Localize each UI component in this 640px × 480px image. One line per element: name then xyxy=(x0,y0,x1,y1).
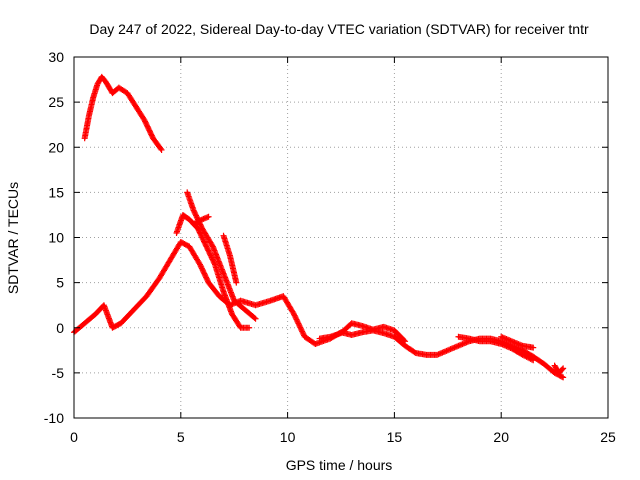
ticks: 0 5 10 15 20 25 -10 -5 0 5 10 15 20 25 30 xyxy=(44,49,616,445)
y-tick-label: 10 xyxy=(48,230,64,246)
grid xyxy=(74,57,608,418)
y-tick-label: 20 xyxy=(48,139,64,155)
data-point-arc-a xyxy=(293,316,300,323)
data-point-arc-f xyxy=(402,338,409,345)
chart-title: Day 247 of 2022, Sidereal Day-to-day VTE… xyxy=(89,21,589,37)
x-tick-label: 15 xyxy=(387,429,403,445)
data-point-arc-a xyxy=(294,319,301,326)
y-tick-label: 0 xyxy=(56,320,64,336)
x-tick-label: 10 xyxy=(280,429,296,445)
data-point-arc-g xyxy=(522,353,529,360)
data-point-arc-a xyxy=(292,315,299,322)
data-point-arc-a xyxy=(295,320,302,327)
data-point-arc-a xyxy=(296,321,303,328)
data-point-arc-g xyxy=(524,354,531,361)
data-point-arc-c xyxy=(251,314,258,321)
data-point-arc-a xyxy=(300,331,307,338)
data-point-arc-a xyxy=(294,317,301,324)
data-point-arc-a xyxy=(291,311,298,318)
data-point-arc-a xyxy=(560,374,567,381)
data-point-arc-a xyxy=(297,324,304,331)
data-point-arc-b xyxy=(246,324,253,331)
y-tick-label: -5 xyxy=(52,365,65,381)
x-tick-label: 0 xyxy=(70,429,78,445)
y-tick-label: -10 xyxy=(44,410,64,426)
y-tick-label: 15 xyxy=(48,184,64,200)
data-point-arc-d xyxy=(205,213,212,220)
y-tick-label: 30 xyxy=(48,49,64,65)
data-point-arc-g xyxy=(527,355,534,362)
data-point-arc-a xyxy=(297,325,304,332)
data-point-arc-i xyxy=(560,365,567,372)
y-axis-label: SDTVAR / TECUs xyxy=(5,182,21,294)
data-point-arc-f xyxy=(401,337,408,344)
data-point-arc-a xyxy=(291,312,298,319)
data-points xyxy=(71,73,567,381)
y-tick-label: 5 xyxy=(56,275,64,291)
data-point-arc-a xyxy=(292,313,299,320)
data-point-arc-i xyxy=(559,366,566,373)
data-point-arc-g xyxy=(519,351,526,358)
data-point-arc-g xyxy=(523,353,530,360)
data-point-arc-early xyxy=(157,145,164,152)
x-axis-label: GPS time / hours xyxy=(286,457,393,473)
data-point-arc-g xyxy=(528,356,535,363)
data-point-arc-e xyxy=(233,279,240,286)
data-point-arc-a xyxy=(298,327,305,334)
data-point-arc-g xyxy=(526,355,533,362)
y-tick-label: 25 xyxy=(48,94,64,110)
data-point-arc-c xyxy=(252,315,259,322)
data-point-arc-early xyxy=(158,146,165,153)
x-tick-label: 25 xyxy=(600,429,616,445)
data-point-arc-g xyxy=(530,357,537,364)
data-point-arc-h xyxy=(530,344,537,351)
data-point-arc-a xyxy=(299,329,306,336)
data-point-arc-a xyxy=(296,323,303,330)
x-tick-label: 5 xyxy=(177,429,185,445)
x-tick-label: 20 xyxy=(493,429,509,445)
data-point-arc-g xyxy=(520,352,527,359)
data-point-arc-a xyxy=(299,328,306,335)
data-point-arc-a xyxy=(558,373,565,380)
data-point-arc-c xyxy=(209,242,216,249)
data-point-arc-a xyxy=(290,309,297,316)
